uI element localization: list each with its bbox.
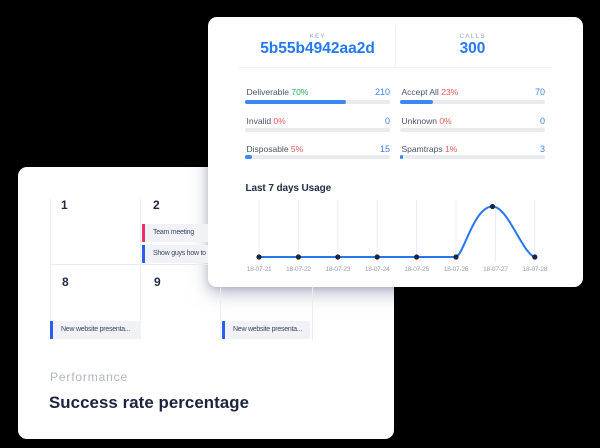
- svg-text:18-07-25: 18-07-25: [404, 266, 429, 273]
- svg-text:18-07-26: 18-07-26: [444, 266, 469, 273]
- svg-text:18-07-23: 18-07-23: [325, 266, 350, 273]
- svg-text:18-07-28: 18-07-28: [522, 266, 547, 273]
- svg-text:18-07-27: 18-07-27: [483, 266, 508, 273]
- svg-text:18-07-24: 18-07-24: [365, 266, 390, 273]
- svg-text:18-07-21: 18-07-21: [247, 266, 272, 273]
- svg-text:18-07-22: 18-07-22: [286, 266, 311, 273]
